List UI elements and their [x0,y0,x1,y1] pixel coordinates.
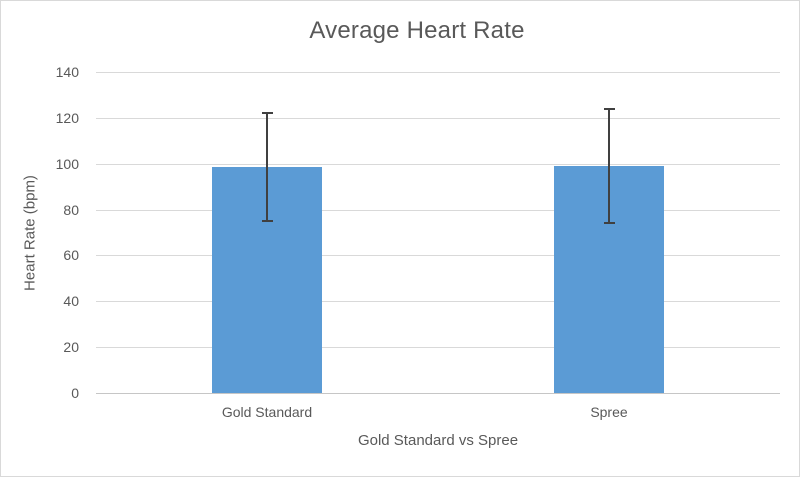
y-tick-label: 120 [55,109,79,126]
gridline [96,72,780,73]
error-bar-cap-top [603,107,615,110]
y-tick-label: 0 [71,385,79,401]
x-axis-title: Gold Standard vs Spree [357,432,519,449]
gridline [96,117,780,119]
y-tick-label: 40 [63,293,79,310]
error-bar-line [608,108,610,224]
y-tick-label: 60 [63,247,79,264]
x-axis-line [96,393,780,394]
gridline [96,301,780,303]
error-bar-cap-bottom [261,220,273,223]
y-tick-label: 20 [63,339,79,356]
y-tick-label: 140 [55,64,79,80]
gridline [96,255,780,257]
error-bar-line [266,113,268,222]
chart-title: Average Heart Rate [309,17,525,44]
gridline [96,209,780,211]
x-category-label: Spree [590,404,628,420]
error-bar-cap-bottom [603,222,615,225]
y-tick-label: 80 [63,201,79,218]
error-bar-cap-top [261,112,273,115]
gridline [96,347,780,349]
gridline [96,163,780,165]
y-tick-label: 100 [55,155,79,172]
x-category-label: Gold Standard [221,404,313,420]
